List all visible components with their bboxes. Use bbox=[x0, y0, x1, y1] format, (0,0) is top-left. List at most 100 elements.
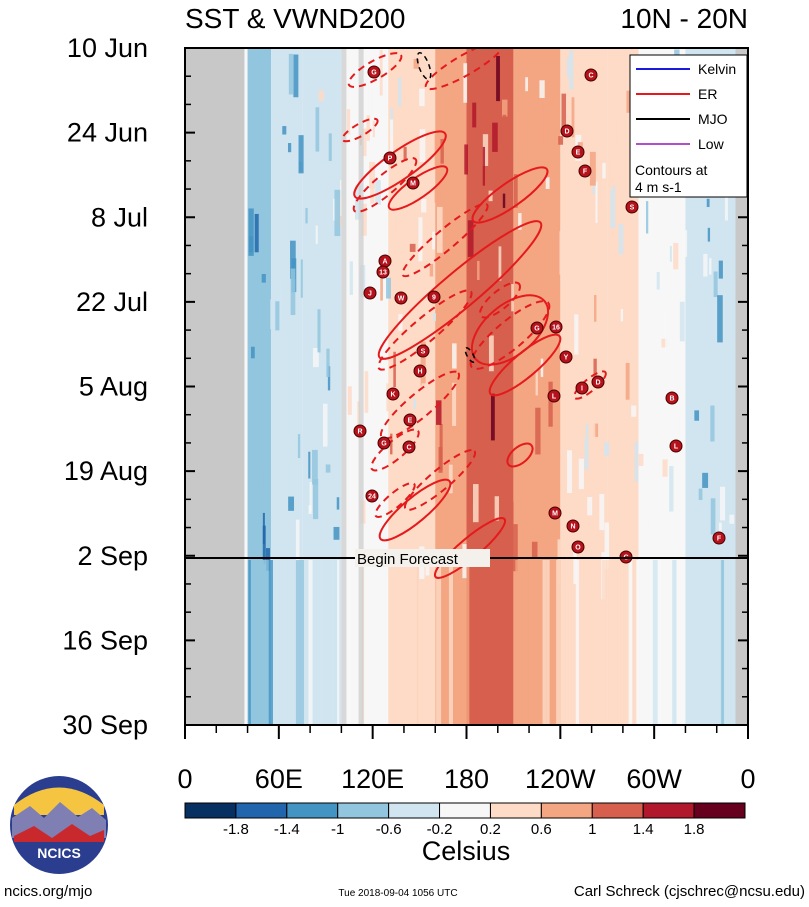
sst-texture-cell bbox=[518, 213, 522, 230]
sst-texture-cell bbox=[265, 548, 270, 571]
sst-texture-cell bbox=[559, 231, 562, 275]
forecast-label: Begin Forecast bbox=[357, 551, 459, 568]
sst-texture-cell bbox=[254, 213, 259, 253]
sst-texture-cell bbox=[561, 93, 567, 135]
sst-texture-cell bbox=[577, 167, 581, 191]
footer-url[interactable]: ncics.org/mjo bbox=[4, 883, 92, 900]
storm-label: A bbox=[382, 259, 387, 266]
sst-texture-cell bbox=[313, 479, 319, 520]
storm-marker: S bbox=[416, 344, 430, 358]
storm-marker: E bbox=[403, 413, 417, 427]
sst-texture-cell bbox=[347, 386, 352, 415]
x-tick-label: 0 bbox=[740, 764, 755, 794]
sst-texture-cell bbox=[466, 560, 470, 725]
sst-texture-cell bbox=[305, 207, 308, 224]
er-contours-negative bbox=[341, 48, 607, 518]
storm-marker: G bbox=[377, 436, 391, 450]
sst-texture-cell bbox=[602, 560, 607, 725]
sst-texture-cell bbox=[380, 273, 383, 301]
storm-label: E bbox=[576, 150, 581, 157]
sst-texture-cell bbox=[349, 261, 353, 295]
colorbar-tick-label: -0.6 bbox=[376, 821, 402, 838]
sst-texture-cell bbox=[730, 560, 735, 725]
sst-texture-cell bbox=[319, 105, 323, 118]
storm-marker: I bbox=[575, 381, 589, 395]
sst-texture-cell bbox=[593, 423, 599, 437]
storm-label: L bbox=[674, 444, 679, 451]
legend-entry-label: ER bbox=[698, 86, 717, 102]
y-tick-label: 22 Jul bbox=[76, 287, 148, 317]
sst-texture-cell bbox=[573, 547, 577, 585]
storm-marker: M bbox=[406, 176, 420, 190]
sst-texture-cell bbox=[268, 560, 273, 725]
storm-marker: H bbox=[413, 364, 427, 378]
sst-texture-cell bbox=[720, 486, 726, 521]
legend-entry-label: Low bbox=[698, 136, 725, 152]
sst-texture-cell bbox=[308, 451, 311, 479]
sst-texture-cell bbox=[665, 310, 668, 356]
sst-texture-cell bbox=[635, 560, 639, 725]
sst-texture-cell bbox=[421, 198, 427, 213]
colorbar-swatch bbox=[184, 802, 237, 819]
ncics-logo: NCICS bbox=[10, 776, 108, 874]
sst-texture-cell bbox=[574, 314, 579, 355]
sst-texture-cell bbox=[525, 77, 529, 92]
sst-texture-cell bbox=[275, 301, 280, 331]
sst-texture-cell bbox=[539, 106, 544, 136]
storm-label: W bbox=[398, 296, 405, 303]
storm-marker: L bbox=[547, 389, 561, 403]
sst-texture-cell bbox=[587, 496, 593, 516]
sst-texture-cell bbox=[602, 162, 606, 179]
colorbar-tick-label: 1 bbox=[588, 821, 596, 838]
sst-texture-cell bbox=[512, 524, 518, 572]
storm-label: F bbox=[583, 169, 588, 176]
colorbar-tick-label: -1.4 bbox=[274, 821, 300, 838]
sst-texture-cell bbox=[713, 271, 718, 298]
sst-texture-cell bbox=[623, 560, 626, 725]
sst-texture-cell bbox=[379, 49, 383, 96]
storm-label: K bbox=[390, 392, 395, 399]
sst-texture-cell bbox=[485, 49, 490, 62]
storm-marker: W bbox=[394, 291, 408, 305]
sst-texture-cell bbox=[270, 299, 274, 330]
sst-texture-cell bbox=[293, 54, 299, 98]
sst-texture-cell bbox=[540, 358, 544, 377]
sst-texture-cell bbox=[325, 464, 331, 473]
sst-texture-cell bbox=[661, 338, 668, 348]
sst-texture-cell bbox=[631, 405, 637, 417]
x-tick-label: 120W bbox=[525, 764, 596, 794]
storm-marker: L bbox=[669, 439, 683, 453]
sst-texture-cell bbox=[413, 58, 420, 69]
colorbar-tick-label: -1.8 bbox=[223, 821, 249, 838]
sst-texture-cell bbox=[424, 91, 428, 106]
sst-texture-cell bbox=[617, 560, 621, 725]
storm-marker: 13 bbox=[376, 265, 390, 279]
sst-texture-cell bbox=[595, 181, 598, 224]
sst-texture-cell bbox=[290, 240, 296, 279]
storm-marker: A bbox=[378, 254, 392, 268]
colorbar-swatch bbox=[286, 802, 339, 819]
sst-texture-cell bbox=[257, 471, 264, 486]
logo-text: NCICS bbox=[37, 845, 81, 861]
sst-texture-cell bbox=[369, 161, 376, 189]
sst-texture-cell bbox=[287, 143, 292, 153]
sst-texture-cell bbox=[729, 514, 735, 524]
sst-texture-cell bbox=[419, 129, 426, 163]
storm-marker: D bbox=[560, 124, 574, 138]
storm-marker: F bbox=[712, 531, 726, 545]
storm-label: Y bbox=[564, 355, 569, 362]
sst-texture-cell bbox=[694, 410, 700, 421]
sst-texture-cell bbox=[592, 419, 596, 442]
sst-texture-cell bbox=[709, 258, 712, 275]
sst-texture-cell bbox=[295, 560, 301, 725]
storm-label: D bbox=[564, 129, 569, 136]
sst-texture-cell bbox=[275, 560, 278, 725]
sst-texture-cell bbox=[707, 227, 711, 242]
sst-texture-cell bbox=[312, 449, 318, 485]
sst-texture-cell bbox=[297, 434, 301, 459]
sst-texture-cell bbox=[672, 560, 677, 725]
colorbar-swatch bbox=[591, 802, 644, 819]
sst-texture-cell bbox=[320, 382, 325, 399]
sst-texture-cell bbox=[415, 338, 419, 387]
x-tick-label: 180 bbox=[444, 764, 489, 794]
